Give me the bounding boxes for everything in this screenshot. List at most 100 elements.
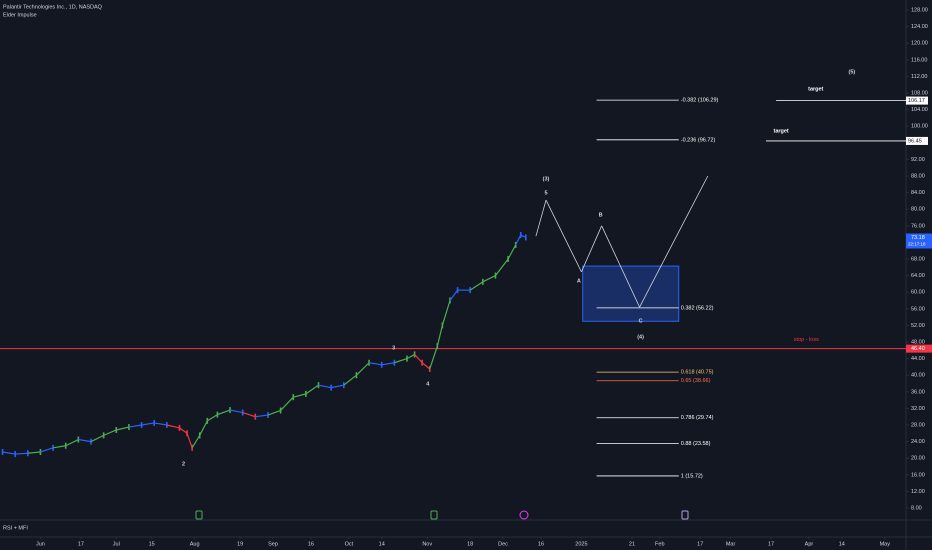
price-segment bbox=[103, 429, 117, 436]
y-tick-label: 104.00 bbox=[911, 107, 928, 113]
price-segment bbox=[154, 422, 167, 426]
x-tick-label: 15 bbox=[149, 541, 155, 547]
x-tick-label: May bbox=[880, 541, 891, 547]
price-segment bbox=[520, 234, 527, 238]
price-segment bbox=[507, 244, 517, 260]
price-segment bbox=[414, 354, 423, 364]
price-segment bbox=[27, 451, 41, 454]
y-tick-label: 48.00 bbox=[911, 339, 925, 345]
price-segment bbox=[368, 362, 382, 366]
x-tick-label: 14 bbox=[839, 541, 845, 547]
wave-segment bbox=[639, 175, 709, 308]
price-segment bbox=[429, 345, 438, 370]
price-segment bbox=[482, 275, 496, 283]
wave-label: 2 bbox=[182, 461, 185, 467]
indicator-name: Elder Impulse bbox=[3, 12, 37, 18]
y-tick-label: 108.00 bbox=[911, 90, 928, 96]
price-segment bbox=[90, 434, 104, 443]
y-tick-label: 20.00 bbox=[911, 456, 925, 462]
wave-label: (4) bbox=[637, 334, 644, 340]
y-tick-label: 68.00 bbox=[911, 256, 925, 262]
target-label: 106.17 bbox=[908, 98, 925, 104]
earnings-icon[interactable] bbox=[195, 510, 203, 520]
wave-segment bbox=[535, 199, 547, 237]
event-icon[interactable] bbox=[681, 510, 689, 520]
target-badge bbox=[906, 96, 928, 105]
y-tick-label: 76.00 bbox=[911, 223, 925, 229]
wave-segment bbox=[581, 225, 603, 273]
price-segment bbox=[318, 384, 332, 389]
x-tick-label: 17 bbox=[697, 541, 703, 547]
stop-loss-badge bbox=[906, 344, 932, 353]
price-segment bbox=[343, 374, 357, 386]
price-segment bbox=[436, 325, 443, 347]
stop-loss-label: 46.40 bbox=[911, 346, 925, 352]
price-segment bbox=[15, 452, 28, 455]
symbol-title: Palantir Technologies Inc., 1D, NASDAQ bbox=[3, 4, 103, 10]
y-tick-label: 28.00 bbox=[911, 422, 925, 428]
price-segment bbox=[331, 384, 344, 389]
price-segment bbox=[78, 438, 92, 443]
y-tick-label: 120.00 bbox=[911, 41, 928, 47]
event-icon[interactable] bbox=[519, 510, 529, 520]
price-segment bbox=[191, 435, 201, 449]
price-segment bbox=[128, 424, 142, 428]
x-tick-label: Apr bbox=[805, 541, 814, 547]
fib-label: 0.88 (23.58) bbox=[681, 441, 711, 447]
x-tick-label: Feb bbox=[655, 541, 664, 547]
x-tick-label: Sep bbox=[268, 541, 278, 547]
price-segment bbox=[280, 396, 294, 411]
price-segment bbox=[206, 414, 218, 422]
x-tick-label: Nov bbox=[422, 541, 432, 547]
earnings-icon[interactable] bbox=[430, 510, 438, 520]
y-tick-label: 52.00 bbox=[911, 323, 925, 329]
x-tick-label: 2025 bbox=[575, 541, 587, 547]
fib-label: 0.382 (56.22) bbox=[681, 305, 714, 311]
price-segment bbox=[40, 447, 54, 453]
y-tick-label: 40.00 bbox=[911, 373, 925, 379]
price-segment bbox=[255, 414, 269, 418]
countdown-label: 22:17:18 bbox=[908, 242, 926, 247]
x-tick-label: 18 bbox=[467, 541, 473, 547]
x-tick-label: 14 bbox=[379, 541, 385, 547]
last-price-label: 73.18 bbox=[911, 235, 925, 241]
x-tick-label: Dec bbox=[498, 541, 508, 547]
stop-loss-text: stop - loss bbox=[794, 337, 819, 343]
price-segment bbox=[199, 420, 208, 436]
price-segment bbox=[406, 353, 415, 360]
fib-label: 0.786 (29.74) bbox=[681, 415, 714, 421]
x-tick-label: 16 bbox=[308, 541, 314, 547]
y-tick-label: 60.00 bbox=[911, 290, 925, 296]
y-tick-label: 100.00 bbox=[911, 124, 928, 130]
price-segment bbox=[421, 362, 431, 370]
x-tick-label: 17 bbox=[78, 541, 84, 547]
x-tick-label: Jul bbox=[113, 541, 120, 547]
x-tick-label: Aug bbox=[190, 541, 200, 547]
y-tick-label: 24.00 bbox=[911, 439, 925, 445]
last-price-badge bbox=[906, 233, 932, 249]
price-segment bbox=[494, 258, 509, 276]
wave-segment bbox=[601, 225, 640, 308]
fib-label: -0.382 (106.29) bbox=[681, 98, 719, 104]
y-tick-label: 112.00 bbox=[911, 74, 927, 80]
wave-label: 5 bbox=[545, 190, 548, 196]
wave-label: (3) bbox=[543, 176, 550, 182]
price-segment bbox=[394, 358, 408, 364]
y-tick-label: 44.00 bbox=[911, 356, 925, 362]
y-tick-label: 8.00 bbox=[911, 505, 922, 511]
x-tick-label: Jun bbox=[36, 541, 45, 547]
price-segment bbox=[515, 234, 522, 246]
target-zone bbox=[582, 265, 680, 322]
y-tick-label: 64.00 bbox=[911, 273, 925, 279]
wave-label: A bbox=[577, 278, 581, 284]
wave-label: 3 bbox=[392, 346, 395, 352]
fib-label: -0.236 (96.72) bbox=[681, 137, 716, 143]
price-segment bbox=[166, 424, 180, 429]
price-segment bbox=[186, 433, 193, 449]
fib-label: 0.618 (40.75) bbox=[681, 370, 714, 376]
x-tick-label: Oct bbox=[345, 541, 354, 547]
y-tick-label: 88.00 bbox=[911, 173, 925, 179]
y-tick-label: 84.00 bbox=[911, 190, 925, 196]
price-segment bbox=[305, 384, 319, 395]
